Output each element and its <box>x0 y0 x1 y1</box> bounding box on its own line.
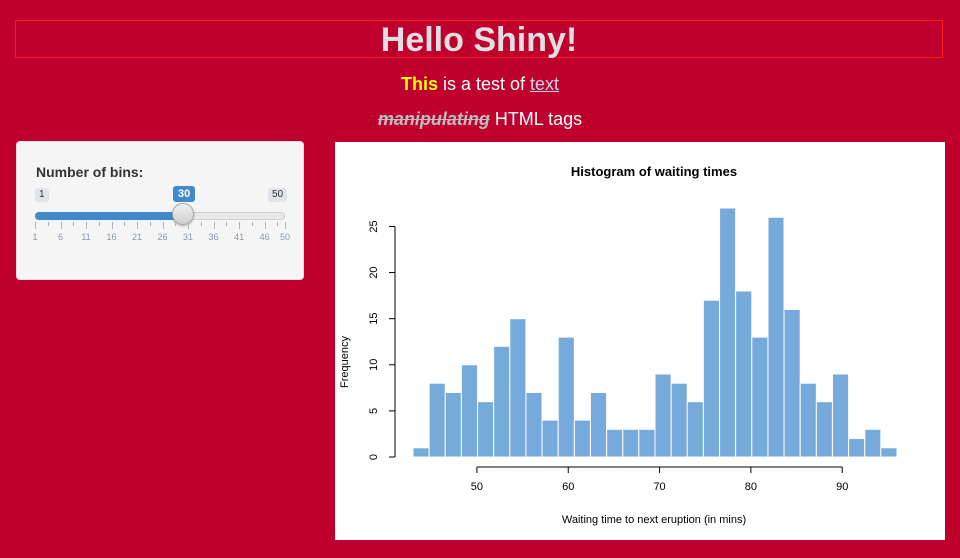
histogram-bar <box>428 382 446 458</box>
slider-major-tick <box>86 222 88 229</box>
histogram-bar <box>767 216 785 458</box>
histogram-bar <box>460 364 479 458</box>
slider-major-tick <box>35 222 36 229</box>
histogram-bar <box>509 318 527 458</box>
histogram-bar <box>654 373 672 458</box>
slider-label: Number of bins: <box>36 164 144 180</box>
histogram-bar <box>557 336 575 458</box>
histogram-bar <box>799 382 817 458</box>
histogram-bar <box>589 391 608 458</box>
slider-minor-tick <box>47 222 49 226</box>
y-axis-tick-label: 20 <box>368 266 380 278</box>
intro-rest-text: HTML tags <box>489 109 583 129</box>
histogram-bar <box>848 438 866 458</box>
y-axis-tick-label: 15 <box>368 313 380 325</box>
slider-handle[interactable] <box>171 203 194 225</box>
slider-major-tick <box>213 222 215 229</box>
slider-min-label: 1 <box>35 188 49 202</box>
histogram-panel: Histogram of waiting times Waiting time … <box>335 142 945 540</box>
slider-tick-label: 16 <box>106 232 117 242</box>
slider-major-tick <box>111 222 113 229</box>
slider-tick-label: 11 <box>81 232 91 242</box>
slider-value-label: 30 <box>172 186 196 202</box>
slider-major-tick <box>264 222 266 229</box>
slider-minor-tick <box>98 222 100 226</box>
slider-minor-tick <box>73 222 75 226</box>
slider-max-label: 50 <box>268 188 288 202</box>
slider-major-tick <box>60 222 62 229</box>
histogram-bar <box>622 428 640 458</box>
slider-major-tick <box>239 222 241 229</box>
histogram-bar <box>493 345 511 458</box>
slider-minor-tick <box>226 222 228 226</box>
page-title: Hello Shiny! <box>380 21 578 59</box>
slider-track-fill <box>35 212 183 220</box>
slider-minor-tick <box>124 222 126 226</box>
strikethrough-text: manipulating <box>377 109 490 129</box>
highlight-text: This <box>400 74 438 94</box>
histogram-bar <box>412 447 430 458</box>
intro-line: This is a test of text <box>0 72 960 96</box>
text-link[interactable]: text <box>530 74 560 94</box>
histogram-bar <box>670 382 688 458</box>
y-axis-tick-label: 10 <box>368 359 380 371</box>
x-axis-tick-label: 70 <box>653 481 665 493</box>
slider-minor-tick <box>277 222 279 226</box>
histogram-bar <box>831 373 850 458</box>
histogram-bar <box>751 336 769 458</box>
slider-tick-label: 46 <box>259 232 270 242</box>
histogram-bar <box>477 401 495 458</box>
histogram-chart: Histogram of waiting times Waiting time … <box>339 164 898 526</box>
x-axis-tick-label: 80 <box>745 481 757 493</box>
x-axis-tick-label: 50 <box>471 481 483 493</box>
slider-major-tick <box>162 222 164 229</box>
slider-minor-tick <box>251 222 253 226</box>
slider-tick-label: 6 <box>57 232 64 242</box>
histogram-bar <box>606 428 624 458</box>
histogram-bar <box>735 290 753 458</box>
slider-minor-tick <box>175 222 177 226</box>
slider-tick-label: 21 <box>132 232 143 242</box>
slider-minor-tick <box>200 222 202 226</box>
y-axis-tick-label: 0 <box>368 454 380 460</box>
slider-major-tick <box>188 222 190 229</box>
slider-tick-label: 36 <box>208 232 219 242</box>
slider-tick-label: 41 <box>234 232 245 242</box>
x-axis-tick-label: 90 <box>836 481 848 493</box>
chart-title: Histogram of waiting times <box>571 164 737 179</box>
slider-major-tick <box>137 222 139 229</box>
histogram-bar <box>638 428 656 458</box>
y-axis-label: Frequency <box>339 336 351 388</box>
sidebar-panel: Number of bins: 1 50 30 1 6 11 16 21 26 31 36 41… <box>16 141 304 280</box>
histogram-bar <box>815 401 833 458</box>
slider-tick-label: 26 <box>157 232 168 242</box>
intro-line-2: manipulating HTML tags <box>0 107 960 131</box>
slider-minor-tick <box>149 222 151 226</box>
histogram-bar <box>686 401 704 458</box>
slider-major-tick <box>285 222 286 229</box>
histogram-bar <box>702 299 721 458</box>
histogram-bar <box>719 207 737 458</box>
slider-tick-label: 50 <box>279 232 291 242</box>
slider-tick-label: 31 <box>183 232 194 242</box>
histogram-bar <box>573 419 591 458</box>
slider-tick-label: 1 <box>32 232 38 242</box>
histogram-bar <box>880 447 898 458</box>
title-panel: Hello Shiny! <box>15 20 943 59</box>
y-axis-tick-label: 25 <box>368 220 380 232</box>
x-axis-tick-label: 60 <box>562 481 574 493</box>
intro-middle-text: is a test of <box>437 74 531 94</box>
x-axis-label: Waiting time to next eruption (in mins) <box>562 514 746 526</box>
histogram-bar <box>444 391 462 458</box>
y-axis-tick-label: 5 <box>368 408 380 414</box>
histogram-bar <box>541 419 559 458</box>
histogram-bar <box>783 308 801 458</box>
histogram-bar <box>864 428 882 458</box>
histogram-bar <box>525 391 543 458</box>
